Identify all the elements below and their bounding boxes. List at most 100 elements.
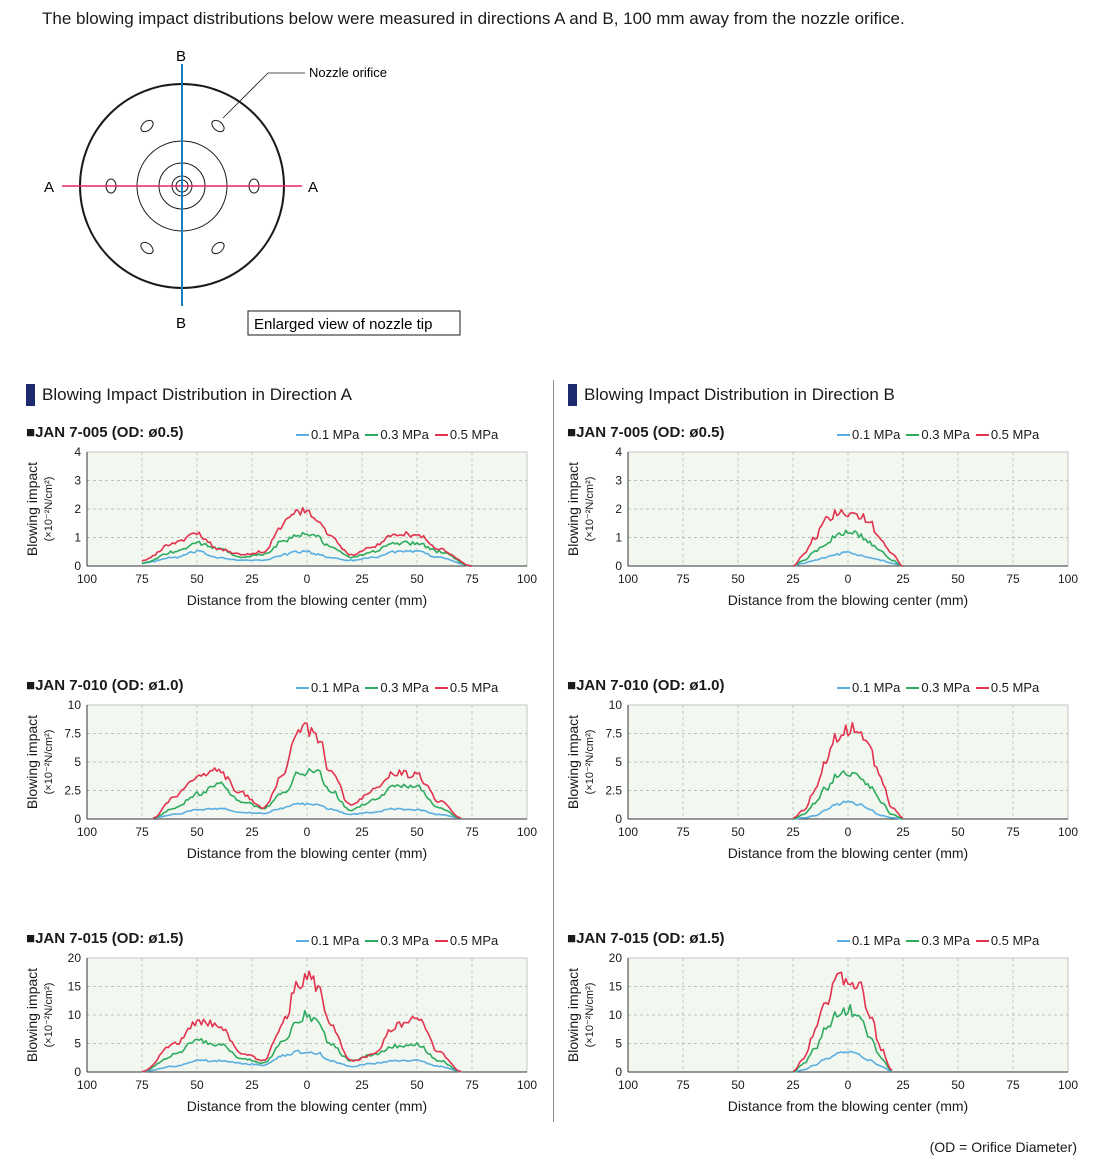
legend-swatch xyxy=(906,939,920,942)
y-axis-label: Blowing impact xyxy=(565,968,581,1062)
y-axis-unit: (×10⁻²N/cm²) xyxy=(43,730,55,795)
x-tick-label: 50 xyxy=(951,825,965,839)
orifice-top-left xyxy=(140,119,154,133)
legend-label: 0.1 MPa xyxy=(311,680,360,695)
section-heading-b: Blowing Impact Distribution in Direction… xyxy=(568,384,895,406)
x-axis-label: Distance from the blowing center (mm) xyxy=(187,845,427,861)
x-tick-label: 100 xyxy=(517,572,537,586)
y-axis-label: Blowing impact xyxy=(565,715,581,809)
legend-label: 0.3 MPa xyxy=(921,427,970,442)
chart-model: JAN 7-010 xyxy=(35,677,108,694)
x-tick-label: 75 xyxy=(135,572,149,586)
y-axis-unit: (×10⁻²N/cm²) xyxy=(43,477,55,542)
y-axis-unit: (×10⁻²N/cm²) xyxy=(584,983,596,1048)
footnote: (OD = Orifice Diameter) xyxy=(929,1139,1077,1155)
orifice-bottom-right xyxy=(211,241,225,255)
x-tick-label: 100 xyxy=(1058,1078,1078,1092)
x-tick-label: 25 xyxy=(245,825,259,839)
series-line-03mpa xyxy=(792,770,904,820)
x-tick-label: 100 xyxy=(77,1078,97,1092)
x-tick-label: 75 xyxy=(1006,825,1020,839)
legend-swatch xyxy=(434,433,448,436)
legend-item: 0.5 MPa xyxy=(434,933,498,948)
legend-label: 0.5 MPa xyxy=(990,933,1040,948)
legend-item: 0.3 MPa xyxy=(906,933,970,948)
x-tick-label: 50 xyxy=(951,1078,965,1092)
chart-od: (OD: ø0.5) xyxy=(648,424,725,441)
x-tick-label: 75 xyxy=(135,825,149,839)
chart-title-b2: ■JAN 7-010 (OD: ø1.0) xyxy=(567,677,724,694)
x-tick-label: 50 xyxy=(731,572,745,586)
legend-swatch xyxy=(837,686,850,689)
y-tick-label: 15 xyxy=(609,980,623,994)
legend-item: 0.1 MPa xyxy=(837,933,900,948)
series-line-03mpa xyxy=(141,1009,462,1073)
x-tick-label: 0 xyxy=(304,825,311,839)
chart-title-a1: ■JAN 7-005 (OD: ø0.5) xyxy=(26,424,183,441)
series-line-05mpa xyxy=(792,971,893,1073)
label-b-top: B xyxy=(176,48,186,65)
y-tick-label: 7.5 xyxy=(64,727,81,741)
legend-label: 0.5 MPa xyxy=(990,680,1040,695)
orifice-label: Nozzle orifice xyxy=(309,65,387,80)
chart-plot-a2: 0 2.5 5 7.5 10 100 75 50 25 0 25 50 75 100 Distance fr… xyxy=(24,698,537,861)
y-tick-label: 3 xyxy=(74,474,81,488)
title-square-icon: ■ xyxy=(26,677,36,694)
legend-item: 0.5 MPa xyxy=(975,933,1040,948)
x-tick-label: 25 xyxy=(786,572,800,586)
y-tick-label: 20 xyxy=(609,951,623,965)
legend-label: 0.3 MPa xyxy=(921,680,970,695)
y-tick-label: 1 xyxy=(615,531,622,545)
label-a-left: A xyxy=(44,179,54,196)
series-line-03mpa xyxy=(792,1003,893,1073)
series-line-05mpa xyxy=(792,721,904,819)
x-axis-label: Distance from the blowing center (mm) xyxy=(187,1098,427,1114)
x-tick-label: 75 xyxy=(1006,572,1020,586)
x-tick-label: 0 xyxy=(304,572,311,586)
x-tick-label: 100 xyxy=(517,825,537,839)
chart-plot-b2: 0 2.5 5 7.5 10 100 75 50 25 0 25 50 75 100 Distance fr… xyxy=(565,698,1078,861)
x-axis-label: Distance from the blowing center (mm) xyxy=(728,592,968,608)
orifice-top-right xyxy=(211,119,225,133)
chart-plot-a1: 0 1 2 3 4 100 75 50 25 0 25 50 75 100 Distance from th… xyxy=(24,445,537,608)
chart-title-a2: ■JAN 7-010 (OD: ø1.0) xyxy=(26,677,183,694)
series-line-05mpa xyxy=(792,508,904,567)
y-axis-label: Blowing impact xyxy=(24,968,40,1062)
section-heading-a: Blowing Impact Distribution in Direction… xyxy=(26,384,352,406)
y-tick-label: 2 xyxy=(74,502,81,516)
x-tick-label: 25 xyxy=(896,825,910,839)
x-tick-label: 75 xyxy=(135,1078,149,1092)
legend-item: 0.1 MPa xyxy=(296,680,359,695)
nozzle-caption: Enlarged view of nozzle tip xyxy=(254,316,432,333)
x-tick-label: 25 xyxy=(786,825,800,839)
legend-item: 0.3 MPa xyxy=(365,933,429,948)
legend-item: 0.1 MPa xyxy=(296,933,359,948)
legend-item: 0.5 MPa xyxy=(975,427,1040,442)
chart-od: (OD: ø1.5) xyxy=(648,930,725,947)
legend-swatch xyxy=(434,939,448,942)
chart-plot-b3: 0 5 10 15 20 100 75 50 25 0 25 50 75 100 Distance from… xyxy=(565,951,1078,1114)
y-tick-label: 0 xyxy=(74,1065,81,1079)
legend-label: 0.1 MPa xyxy=(852,680,901,695)
legend-swatch xyxy=(365,939,379,942)
legend-swatch xyxy=(975,686,989,689)
legend-item: 0.3 MPa xyxy=(365,680,429,695)
x-tick-label: 25 xyxy=(896,572,910,586)
x-tick-label: 50 xyxy=(410,572,424,586)
chart-od: (OD: ø1.0) xyxy=(107,677,184,694)
y-tick-label: 2 xyxy=(615,502,622,516)
x-tick-label: 25 xyxy=(355,572,369,586)
column-divider xyxy=(553,380,554,1122)
y-tick-label: 5 xyxy=(74,1037,81,1051)
title-square-icon: ■ xyxy=(567,424,577,441)
y-axis-unit: (×10⁻²N/cm²) xyxy=(43,983,55,1048)
y-tick-label: 2.5 xyxy=(605,784,622,798)
x-tick-label: 50 xyxy=(731,825,745,839)
x-tick-label: 75 xyxy=(1006,1078,1020,1092)
legend-swatch xyxy=(296,686,309,689)
chart-od: (OD: ø1.5) xyxy=(107,930,184,947)
y-tick-label: 4 xyxy=(74,445,81,459)
x-tick-label: 25 xyxy=(245,1078,259,1092)
legend-label: 0.3 MPa xyxy=(380,680,429,695)
legend-label: 0.5 MPa xyxy=(990,427,1040,442)
